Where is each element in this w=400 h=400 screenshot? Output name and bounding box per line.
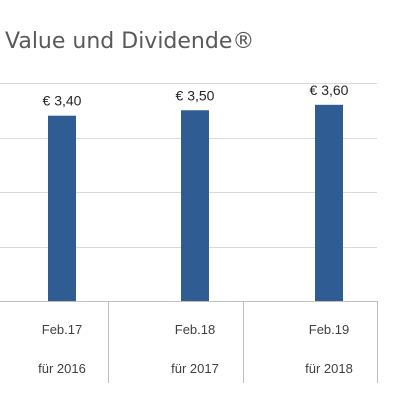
data-label: € 3,40 — [43, 93, 82, 109]
data-labels: € 3,40 € 3,50 € 3,60 — [43, 82, 349, 109]
tick-label: für 2016 — [38, 361, 86, 376]
chart-title: Value und Dividende® — [5, 29, 254, 54]
tick-label: Feb.18 — [175, 322, 215, 337]
bar — [181, 110, 209, 301]
tick-label: für 2018 — [305, 361, 353, 376]
bar — [315, 104, 343, 301]
bar — [48, 115, 76, 301]
tick-label: für 2017 — [171, 361, 219, 376]
data-label: € 3,50 — [176, 87, 215, 103]
category-axis: Feb.17 für 2016 Feb.18 für 2017 Feb.19 für 20… — [0, 301, 378, 383]
bar-series — [48, 104, 343, 301]
tick-label: Feb.17 — [42, 322, 82, 337]
tick-label: Feb.19 — [309, 322, 349, 337]
data-label: € 3,60 — [310, 82, 349, 98]
